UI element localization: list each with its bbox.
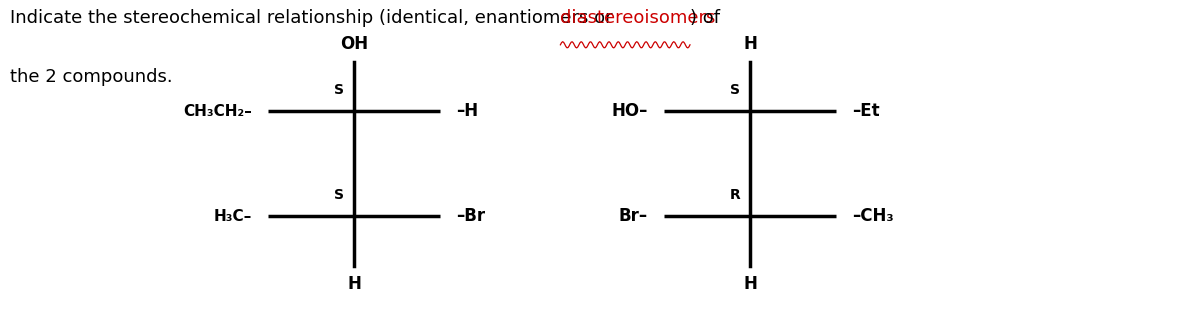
Text: diastereoisomers: diastereoisomers	[560, 9, 715, 27]
Text: S: S	[335, 83, 344, 97]
Text: OH: OH	[340, 35, 368, 53]
Text: –H: –H	[456, 102, 478, 120]
Text: H: H	[743, 35, 757, 53]
Text: H: H	[347, 275, 361, 293]
Text: S: S	[731, 83, 740, 97]
Text: –Br: –Br	[456, 207, 485, 225]
Text: Indicate the stereochemical relationship (identical, enantiomers or: Indicate the stereochemical relationship…	[10, 9, 618, 27]
Text: the 2 compounds.: the 2 compounds.	[10, 68, 173, 86]
Text: –CH₃: –CH₃	[852, 207, 894, 225]
Text: S: S	[335, 188, 344, 202]
Text: H: H	[743, 275, 757, 293]
Text: HO–: HO–	[612, 102, 648, 120]
Text: –Et: –Et	[852, 102, 880, 120]
Text: ) of: ) of	[690, 9, 720, 27]
Text: H₃C–: H₃C–	[214, 209, 252, 224]
Text: Br–: Br–	[619, 207, 648, 225]
Text: R: R	[730, 188, 740, 202]
Text: CH₃CH₂–: CH₃CH₂–	[184, 104, 252, 119]
